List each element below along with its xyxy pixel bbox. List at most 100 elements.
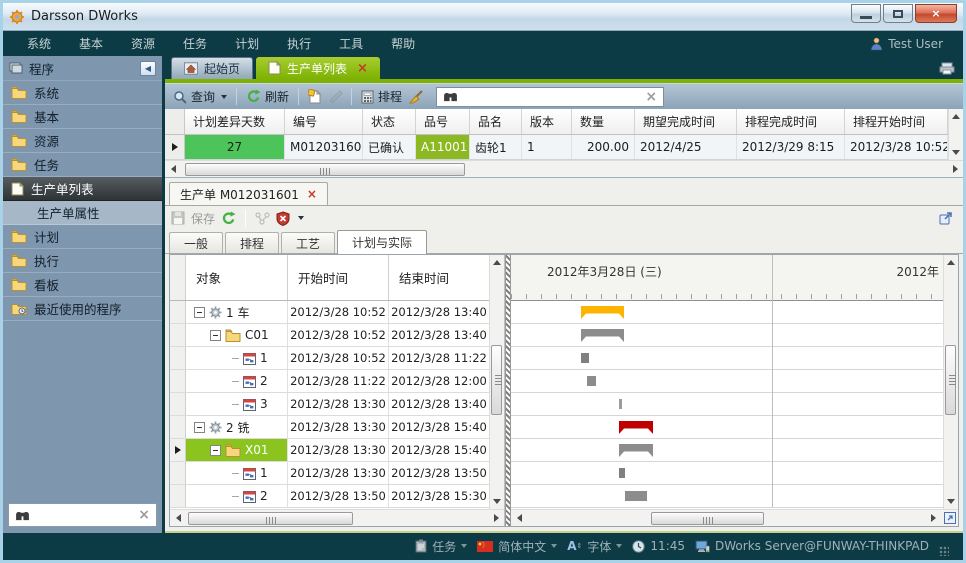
query-button[interactable]: 查询	[173, 88, 228, 105]
tree-expander-icon[interactable]	[210, 329, 221, 341]
refresh-button[interactable]: 刷新	[246, 88, 289, 105]
close-button[interactable]: ×	[915, 4, 957, 23]
printer-icon[interactable]	[939, 62, 955, 75]
gantt-expand-icon[interactable]	[943, 512, 956, 524]
tree-row[interactable]: C01 2012/3/28 10:52 2012/3/28 13:40	[170, 324, 489, 347]
user-area[interactable]: Test User	[870, 37, 953, 51]
grid-column-header[interactable]: 计划差异天数	[185, 109, 285, 134]
menu-item[interactable]: 帮助	[391, 37, 416, 51]
tree-row[interactable]: 1 2012/3/28 13:30 2012/3/28 13:50	[170, 462, 489, 485]
menu-item[interactable]: 基本	[79, 37, 104, 51]
sidebar-item[interactable]: 看板	[3, 273, 162, 297]
sidebar-item[interactable]: 生产单属性	[3, 201, 162, 225]
tree-cell-object[interactable]: 1	[186, 462, 288, 484]
column-start-time[interactable]: 开始时间	[288, 255, 389, 300]
tree-cell-object[interactable]: 2 铣	[186, 416, 288, 438]
grid-column-header[interactable]: 排程完成时间	[737, 109, 845, 134]
edit-pencil-icon[interactable]	[328, 89, 343, 104]
tree-cell-object[interactable]: 1 车	[186, 301, 288, 323]
grid-column-header[interactable]: 品名	[470, 109, 522, 134]
gantt-vertical-scrollbar[interactable]	[943, 255, 958, 509]
grid-search-clear-icon[interactable]: ×	[645, 88, 658, 105]
broom-icon[interactable]	[408, 89, 424, 104]
gantt-horizontal-scrollbar[interactable]	[511, 509, 941, 526]
new-document-icon[interactable]	[308, 89, 322, 104]
tree-expander-icon[interactable]	[194, 306, 205, 318]
menu-item[interactable]: 资源	[131, 37, 156, 51]
grid-column-header[interactable]: 品号	[416, 109, 470, 134]
tree-cell-object[interactable]: C01	[186, 324, 288, 346]
gantt-bar[interactable]	[587, 376, 596, 386]
column-end-time[interactable]: 结束时间	[399, 271, 450, 286]
resize-grip[interactable]	[939, 546, 949, 556]
status-language-menu[interactable]: 简体中文	[477, 538, 558, 555]
subtab-process[interactable]: 工艺	[281, 232, 336, 253]
tree-expander-icon[interactable]	[194, 421, 205, 433]
sidebar-item[interactable]: 资源	[3, 129, 162, 153]
tree-cell-object[interactable]: X01	[186, 439, 288, 461]
sidebar-search-input[interactable]	[36, 508, 133, 522]
subtab-plan-vs-actual[interactable]: 计划与实际	[337, 230, 428, 254]
column-object[interactable]: 对象	[186, 255, 288, 300]
sidebar-item[interactable]: 计划	[3, 225, 162, 249]
tree-horizontal-scrollbar[interactable]	[170, 509, 504, 526]
sidebar-collapse-button[interactable]: ◀	[140, 60, 156, 76]
gantt-bar[interactable]	[581, 353, 589, 363]
tree-cell-object[interactable]: 1	[186, 347, 288, 369]
subtab-schedule[interactable]: 排程	[225, 232, 280, 253]
tree-row[interactable]: 2 铣 2012/3/28 13:30 2012/3/28 15:40	[170, 416, 489, 439]
grid-column-header[interactable]: 排程开始时间	[845, 109, 948, 134]
tree-row[interactable]: X01 2012/3/28 13:30 2012/3/28 15:40	[170, 439, 489, 462]
save-label[interactable]: 保存	[191, 211, 216, 226]
tab-close-icon[interactable]: ×	[357, 60, 368, 76]
open-external-icon[interactable]	[939, 211, 953, 225]
menu-item[interactable]: 计划	[235, 37, 260, 51]
tree-row[interactable]: 2 2012/3/28 13:50 2012/3/28 15:30	[170, 485, 489, 508]
tree-row[interactable]: 3 2012/3/28 13:30 2012/3/28 13:40	[170, 393, 489, 416]
tree-row[interactable]: 1 车 2012/3/28 10:52 2012/3/28 13:40	[170, 301, 489, 324]
tree-row[interactable]: 1 2012/3/28 10:52 2012/3/28 11:22	[170, 347, 489, 370]
sidebar-item[interactable]: 基本	[3, 105, 162, 129]
maximize-button[interactable]	[883, 4, 913, 23]
refresh-icon[interactable]	[221, 210, 236, 226]
link-tasks-icon[interactable]	[255, 211, 270, 225]
schedule-button[interactable]: 排程	[361, 88, 402, 105]
gantt-bar[interactable]	[619, 399, 622, 409]
cancel-shield-icon[interactable]	[276, 210, 290, 226]
grid-horizontal-scrollbar[interactable]	[165, 160, 963, 177]
menu-item[interactable]: 执行	[287, 37, 312, 51]
status-task-menu[interactable]: 任务	[415, 538, 468, 555]
sidebar-search-clear-icon[interactable]: ×	[138, 507, 150, 523]
sidebar-item[interactable]: 执行	[3, 249, 162, 273]
grid-search-input[interactable]	[464, 89, 640, 104]
tree-row[interactable]: 2 2012/3/28 11:22 2012/3/28 12:00	[170, 370, 489, 393]
grid-column-header[interactable]: 期望完成时间	[635, 109, 737, 134]
grid-column-header[interactable]: 版本	[522, 109, 572, 134]
subtab-general[interactable]: 一般	[169, 232, 224, 253]
tree-vertical-scrollbar[interactable]	[489, 255, 504, 509]
detail-tab-close-icon[interactable]: ×	[306, 187, 317, 201]
detail-document-tab[interactable]: 生产单 M012031601 ×	[169, 182, 328, 205]
tree-cell-object[interactable]: 2	[186, 485, 288, 507]
grid-column-header[interactable]: 数量	[572, 109, 635, 134]
grid-column-header[interactable]: 状态	[363, 109, 416, 134]
sidebar-item[interactable]: 生产单列表	[3, 177, 162, 201]
grid-vertical-scrollbar[interactable]	[948, 109, 963, 160]
menu-item[interactable]: 工具	[339, 37, 364, 51]
grid-data-row[interactable]: 27 M012031601 已确认 A11001 齿轮1 1 200.00 2012/4/25…	[165, 135, 948, 160]
split-handle[interactable]	[505, 255, 511, 526]
grid-column-header[interactable]: 编号	[285, 109, 363, 134]
save-icon[interactable]	[171, 211, 185, 225]
menu-item[interactable]: 系统	[27, 37, 52, 51]
chevron-down-icon[interactable]	[298, 216, 305, 220]
sidebar-item[interactable]: 任务	[3, 153, 162, 177]
tree-cell-object[interactable]: 3	[186, 393, 288, 415]
gantt-bar[interactable]	[625, 491, 647, 501]
sidebar-item[interactable]: 系统	[3, 81, 162, 105]
tree-expander-icon[interactable]	[210, 444, 221, 456]
status-font-menu[interactable]: A ⇕ 字体	[567, 538, 623, 555]
tab-start-page[interactable]: 起始页	[171, 57, 254, 79]
tab-production-order-list[interactable]: 生产单列表 ×	[256, 57, 380, 79]
minimize-button[interactable]	[851, 4, 881, 23]
sidebar-item[interactable]: 最近使用的程序	[3, 297, 162, 321]
